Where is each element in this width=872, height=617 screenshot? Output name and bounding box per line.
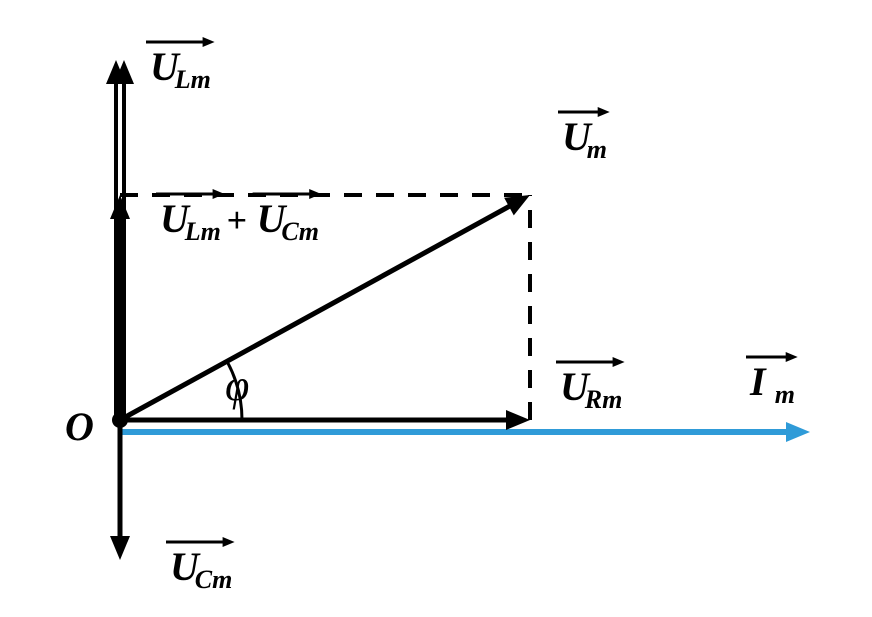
label-UCm: UCm	[170, 544, 232, 594]
svg-text:m: m	[775, 380, 795, 409]
label-ULm: ULm	[150, 44, 211, 94]
label-Um: Um	[562, 114, 607, 164]
svg-text:+: +	[227, 200, 248, 240]
svg-text:m: m	[587, 135, 607, 164]
svg-text:Rm: Rm	[584, 385, 623, 414]
label-phi: φ	[225, 361, 249, 410]
vector-Im	[120, 422, 810, 442]
svg-text:I: I	[749, 359, 767, 404]
svg-text:Cm: Cm	[281, 217, 319, 246]
label-origin: O	[65, 404, 94, 449]
svg-text:Lm: Lm	[184, 217, 221, 246]
label-Im: Im	[749, 359, 795, 409]
svg-text:Cm: Cm	[195, 565, 233, 594]
svg-text:Lm: Lm	[174, 65, 211, 94]
vector-URm	[120, 410, 530, 430]
vector-ULm-plus-UCm	[110, 195, 130, 420]
label-ULm-plus-UCm: ULm+UCm	[160, 196, 319, 246]
label-URm: URm	[560, 364, 622, 414]
vector-UCm	[110, 420, 130, 560]
